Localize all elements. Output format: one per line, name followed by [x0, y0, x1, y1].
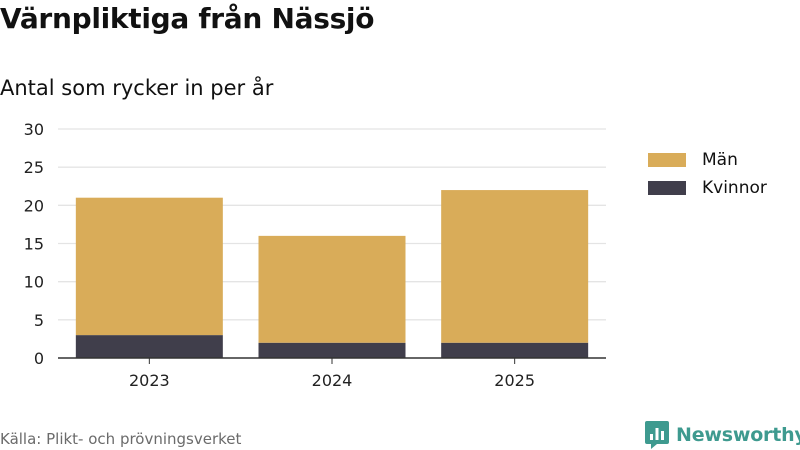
bar-kvinnor-2025[interactable]: [441, 342, 589, 358]
chart-subtitle: Antal som rycker in per år: [0, 76, 274, 100]
y-tick-label: 15: [24, 235, 44, 254]
newsworthy-logo-icon: [645, 421, 669, 449]
y-tick-label: 25: [24, 158, 44, 177]
legend: Män Kvinnor: [648, 146, 767, 202]
y-tick-label: 30: [24, 120, 44, 139]
x-axis: 2023 2024 2025: [58, 357, 606, 390]
brand-logo[interactable]: Newsworthy: [644, 420, 800, 450]
legend-swatch-man: [648, 153, 686, 167]
y-tick-label: 10: [24, 273, 44, 292]
y-axis-ticks: 0 5 10 15 20 25 30: [24, 120, 44, 368]
legend-label-man: Män: [702, 150, 738, 170]
bars: [75, 190, 589, 358]
x-tick-label: 2025: [494, 371, 535, 390]
x-tick-label: 2023: [129, 371, 170, 390]
brand-name: Newsworthy: [676, 424, 800, 446]
chart-title: Värnpliktiga från Nässjö: [0, 2, 375, 35]
legend-item-kvinnor: Kvinnor: [648, 174, 767, 202]
legend-item-man: Män: [648, 146, 767, 174]
y-tick-label: 5: [34, 311, 44, 330]
bar-kvinnor-2023[interactable]: [75, 335, 223, 358]
y-tick-label: 0: [34, 349, 44, 368]
bar-kvinnor-2024[interactable]: [258, 342, 406, 358]
bar-män-2024[interactable]: [258, 235, 406, 343]
bar-män-2025[interactable]: [441, 190, 589, 343]
bar-män-2023[interactable]: [75, 197, 223, 336]
x-tick-label: 2024: [312, 371, 353, 390]
y-tick-label: 20: [24, 196, 44, 215]
source-note: Källa: Plikt- och prövningsverket: [0, 430, 242, 448]
legend-label-kvinnor: Kvinnor: [702, 178, 767, 198]
legend-swatch-kvinnor: [648, 181, 686, 195]
